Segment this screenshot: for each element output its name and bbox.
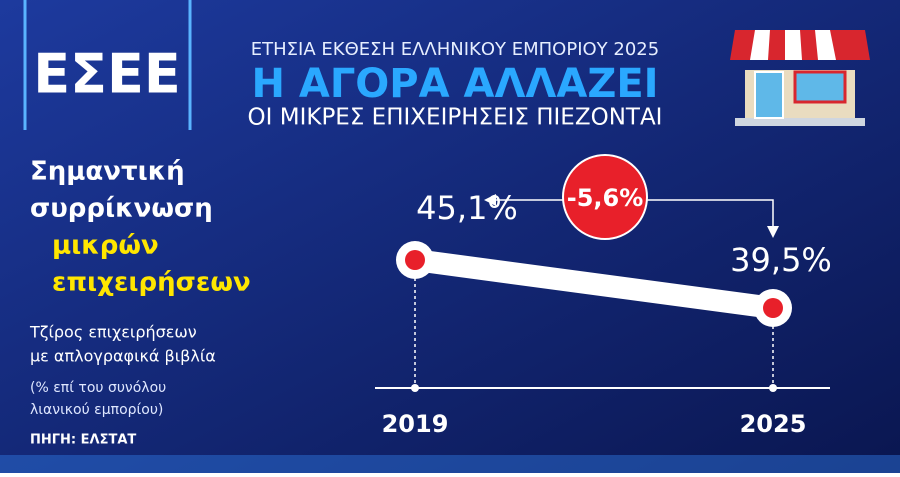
title-highlight: επιχειρήσεων	[52, 268, 251, 298]
headline: Η ΑΓΟΡΑ ΑΛΛΑΖΕΙ	[251, 61, 658, 107]
kicker: ΕΤΗΣΙΑ ΕΚΘΕΣΗ ΕΛΛΗΝΙΚΟΥ ΕΜΠΟΡΙΟΥ 2025	[251, 39, 659, 60]
annotation: -5,6%	[567, 184, 644, 212]
x-tick-label: 2025	[740, 410, 807, 438]
value-label: 39,5%	[730, 241, 832, 279]
point	[763, 298, 783, 318]
x-tick-label: 2019	[382, 410, 449, 438]
value-label: 45,1%	[416, 189, 518, 227]
point	[405, 250, 425, 270]
subtitle: με απλογραφικά βιβλία	[30, 347, 216, 366]
subtitle: Τζίρος επιχειρήσεων	[29, 323, 197, 342]
title-highlight: μικρών	[52, 231, 159, 261]
axis-dot	[769, 384, 777, 392]
logo: ΕΣΕΕ	[33, 43, 181, 106]
note: (% επί του συνόλου	[30, 380, 166, 396]
line	[413, 249, 775, 319]
note: λιανικού εμπορίου)	[30, 402, 163, 418]
title: συρρίκνωση	[30, 194, 213, 224]
subheadline: ΟΙ ΜΙΚΡΕΣ ΕΠΙΧΕΙΡΗΣΕΙΣ ΠΙΕΖΟΝΤΑΙ	[248, 105, 663, 131]
axis-dot	[411, 384, 419, 392]
shop-icon	[730, 30, 870, 126]
bottom-stripe	[0, 455, 900, 473]
title: Σημαντική	[30, 157, 185, 187]
source: ΠΗΓΗ: ΕΛΣΤΑΤ	[30, 433, 136, 448]
annotation-badge	[562, 154, 648, 240]
arrow-line	[645, 199, 779, 238]
